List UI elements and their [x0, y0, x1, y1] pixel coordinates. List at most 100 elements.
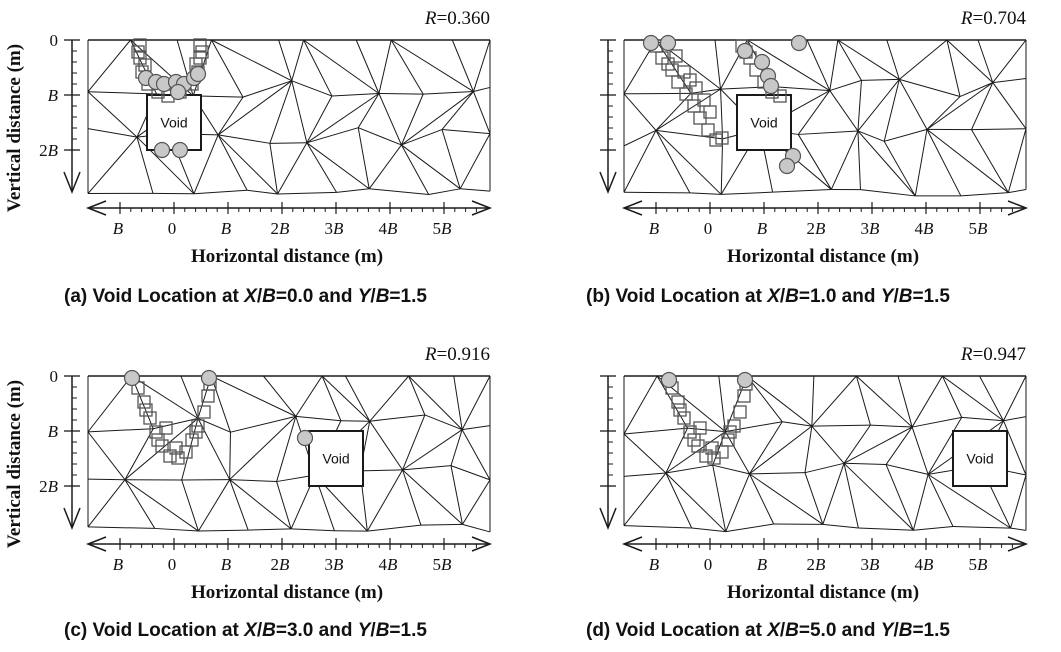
mesh-edge	[211, 376, 230, 432]
mesh-edge	[473, 87, 490, 91]
mesh-edge	[452, 40, 473, 92]
mesh-edge	[993, 79, 1026, 83]
mesh-edge	[844, 427, 912, 463]
mesh-edge	[844, 463, 858, 528]
mesh-edge	[270, 143, 307, 144]
mesh-edge	[927, 129, 1008, 192]
mesh-edge	[401, 145, 460, 189]
x-tick-label: 0	[168, 219, 177, 238]
mesh-edge	[421, 524, 463, 525]
mesh-edge	[155, 528, 199, 531]
mesh-edge	[391, 40, 423, 94]
mesh-edge	[807, 40, 830, 91]
mesh-edge	[369, 145, 401, 189]
mesh-edge	[726, 474, 750, 532]
mesh-edge	[369, 189, 428, 195]
mesh-edge	[749, 474, 773, 524]
mesh-edge	[454, 376, 462, 430]
mesh-edge	[721, 139, 722, 195]
mesh-edge	[830, 80, 862, 90]
shear-failure-circle	[171, 85, 186, 100]
mesh-edge	[442, 130, 490, 134]
shear-failure-circle	[738, 373, 753, 388]
mesh-edge	[726, 524, 774, 532]
r-value-label: R=0.360	[424, 8, 490, 29]
mesh-edge	[230, 416, 295, 432]
shear-failure-circle	[191, 67, 206, 82]
mesh-edge	[884, 141, 915, 196]
x-tick-label: 3B	[325, 555, 345, 574]
void-label: Void	[966, 451, 993, 467]
mesh-edge	[830, 40, 838, 91]
void-label: Void	[322, 451, 349, 467]
mesh-edge	[823, 524, 859, 528]
mesh-edge	[912, 417, 962, 427]
mesh-edge	[379, 93, 423, 94]
vertical-axis-label: Vertical distance (m)	[4, 380, 25, 548]
x-tick-label: 2B	[807, 219, 827, 238]
mesh-edge	[88, 479, 125, 480]
mesh-edge	[198, 480, 229, 531]
mesh-edge	[913, 527, 953, 531]
mesh-edge	[624, 473, 666, 526]
mesh-edge	[292, 81, 307, 143]
shear-failure-circle	[173, 143, 188, 158]
mesh-edge	[838, 40, 899, 79]
mesh-edge	[211, 376, 296, 416]
mesh-edge	[401, 92, 473, 145]
mesh-edge	[248, 529, 291, 530]
y-tick-label: B	[48, 422, 59, 441]
mesh-edge	[692, 528, 726, 532]
mesh-edge	[88, 429, 153, 432]
mesh-edge	[798, 91, 830, 135]
mesh-edge	[915, 129, 927, 196]
y-tick-label: B	[48, 86, 59, 105]
mesh-edge	[942, 376, 1003, 421]
mesh-edge	[1003, 417, 1026, 421]
mesh-edge	[88, 92, 157, 94]
shear-failure-circle	[738, 44, 753, 59]
mesh-edge	[899, 79, 927, 129]
shear-failure-circle	[764, 79, 779, 94]
shear-failure-circle	[661, 36, 676, 51]
r-value-label: R=0.947	[960, 344, 1026, 365]
mesh-edge	[861, 79, 899, 80]
x-tick-label: 5B	[433, 219, 453, 238]
mesh-edge	[307, 96, 332, 143]
mesh-edge	[88, 527, 155, 529]
x-tick-label: 0	[168, 555, 177, 574]
mesh-edge	[462, 426, 490, 430]
mesh-edge	[403, 430, 463, 470]
caption-b: (b) Void Location at X/B=1.0 and Y/B=1.5	[586, 286, 950, 308]
x-tick-label: B	[757, 555, 768, 574]
shear-failure-circle	[155, 143, 170, 158]
mesh-edge	[860, 190, 915, 196]
mesh-edge	[812, 425, 871, 426]
mesh-edge	[367, 525, 421, 531]
mesh-edge	[88, 40, 131, 92]
mesh-edge	[1003, 376, 1026, 421]
mesh-edge	[749, 473, 804, 474]
mesh-edge	[912, 427, 928, 474]
tension-failure-square	[144, 412, 156, 424]
x-tick-label: B	[649, 219, 660, 238]
x-tick-label: 4B	[379, 555, 399, 574]
shear-failure-circle	[125, 371, 140, 386]
mesh-edge	[409, 376, 425, 415]
mesh-edge	[370, 376, 409, 421]
mesh-edge	[858, 528, 913, 530]
mesh-edge	[332, 93, 379, 96]
x-tick-label: 5B	[433, 555, 453, 574]
mesh-edge	[451, 430, 462, 466]
mesh-edge	[218, 135, 277, 194]
mesh-edge	[125, 480, 199, 531]
mesh-edge	[713, 465, 750, 474]
mesh-edge	[624, 434, 666, 473]
x-tick-label: 3B	[325, 219, 345, 238]
mesh-edge	[993, 83, 1026, 129]
mesh-edge	[749, 474, 822, 524]
x-tick-label: 5B	[969, 219, 989, 238]
mesh-edge	[218, 135, 247, 190]
